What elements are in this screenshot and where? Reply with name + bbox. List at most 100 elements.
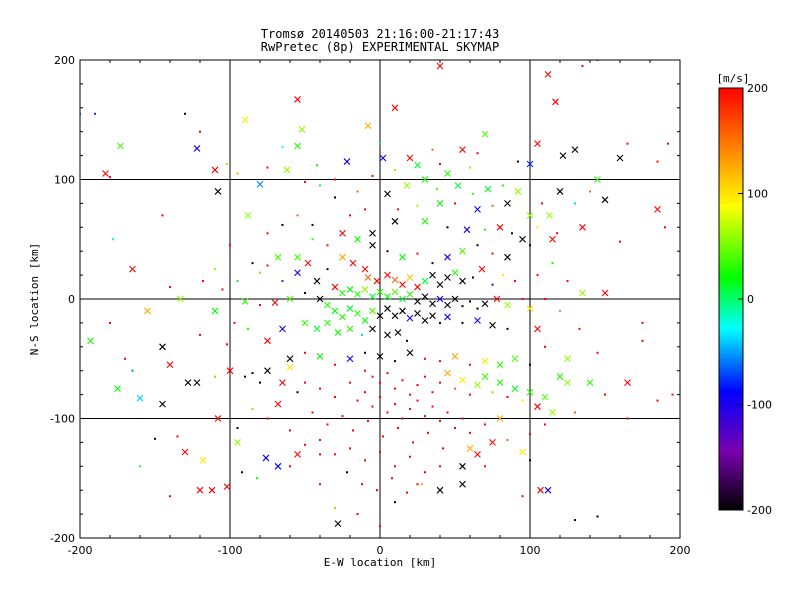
data-point-cross <box>436 200 444 207</box>
data-point-dot <box>319 453 321 456</box>
data-point-dot <box>364 351 366 354</box>
data-point-cross <box>454 182 462 189</box>
data-point-cross <box>537 486 544 494</box>
data-point-dot <box>424 357 426 360</box>
grid-lines <box>80 60 680 538</box>
data-point-dot <box>544 423 546 426</box>
x-tick-label: 100 <box>520 544 541 557</box>
data-point-dot <box>476 152 479 155</box>
colorbar-tick-label: 100 <box>747 188 768 201</box>
data-point-dot <box>431 405 434 408</box>
data-point-cross <box>373 277 381 285</box>
data-point-cross <box>474 450 481 458</box>
data-point-cross <box>334 329 342 336</box>
data-point-dot <box>394 168 396 171</box>
data-point-dot <box>409 455 411 458</box>
data-point-dot <box>364 208 366 211</box>
data-point-dot <box>304 381 306 384</box>
data-point-cross <box>346 325 354 333</box>
data-point-dot <box>476 307 479 310</box>
data-point-cross <box>298 125 306 133</box>
data-point-cross <box>414 161 421 169</box>
data-point-cross <box>369 241 376 249</box>
data-point-dot <box>376 489 378 492</box>
data-point-cross <box>279 379 286 387</box>
data-point-cross <box>579 223 586 231</box>
data-point-cross <box>361 317 369 324</box>
data-point-cross <box>313 277 321 285</box>
data-point-dot <box>241 471 243 474</box>
data-point-dot <box>334 196 336 199</box>
data-point-dot <box>229 244 231 247</box>
data-point-cross <box>391 276 399 284</box>
data-point-dot <box>334 178 336 181</box>
data-point-dot <box>412 441 414 444</box>
data-point-dot <box>491 391 494 394</box>
data-point-dot <box>416 252 419 255</box>
data-point-dot <box>559 309 561 312</box>
data-point-dot <box>506 439 509 442</box>
data-point-dot <box>349 381 351 384</box>
data-point-dot <box>469 431 471 434</box>
data-point-dot <box>536 226 539 229</box>
data-point-cross <box>474 381 481 389</box>
data-point-dot <box>491 204 494 207</box>
data-point-dot <box>406 491 408 494</box>
data-point-dot <box>371 405 374 408</box>
data-point-dot <box>334 453 336 456</box>
data-point-cross <box>364 122 372 130</box>
data-point-cross <box>274 253 282 261</box>
data-point-dot <box>439 419 441 422</box>
data-point-dot <box>469 166 471 169</box>
data-point-cross <box>451 295 459 303</box>
data-point-dot <box>461 417 464 420</box>
data-point-cross <box>399 307 406 315</box>
data-point-cross <box>526 305 534 312</box>
data-point-cross <box>301 319 309 327</box>
data-point-dot <box>619 240 621 243</box>
data-point-dot <box>316 164 318 167</box>
data-point-dot <box>367 419 369 422</box>
data-point-dot <box>517 160 519 163</box>
data-point-dot <box>199 130 201 133</box>
data-point-cross <box>444 253 451 261</box>
data-point-dot <box>319 483 321 486</box>
data-point-dot <box>94 112 96 115</box>
data-point-dot <box>397 208 399 211</box>
data-point-dot <box>626 142 629 145</box>
data-point-dot <box>259 381 261 384</box>
data-point-dot <box>379 450 381 453</box>
data-point-cross <box>102 170 109 177</box>
data-point-dot <box>664 226 666 229</box>
data-point-dot <box>578 327 581 330</box>
data-point-cross <box>474 205 481 213</box>
data-point-dot <box>409 393 411 396</box>
data-point-dot <box>131 369 134 372</box>
data-point-cross <box>264 367 271 375</box>
data-point-dot <box>364 369 366 372</box>
chart-title: Tromsø 20140503 21:16:00-21:17:43 <box>260 27 500 41</box>
data-point-dot <box>371 174 374 177</box>
data-point-cross <box>196 486 204 494</box>
data-point-dot <box>431 148 434 151</box>
data-point-dot <box>541 202 543 205</box>
colorbar-unit-label: [m/s] <box>716 72 749 85</box>
data-point-dot <box>259 303 261 306</box>
data-point-dot <box>641 339 644 342</box>
data-point-dot <box>502 274 504 277</box>
data-point-dot <box>656 160 659 163</box>
data-point-dot <box>334 507 336 510</box>
data-point-cross <box>406 314 414 322</box>
data-point-cross <box>159 343 166 351</box>
data-point-dot <box>551 262 554 265</box>
data-point-cross <box>406 154 414 162</box>
data-point-cross <box>384 305 391 312</box>
data-point-cross <box>279 325 286 333</box>
data-point-dot <box>589 190 591 193</box>
data-point-cross <box>496 379 504 387</box>
data-point-dot <box>514 280 516 283</box>
data-point-dot <box>439 321 441 324</box>
data-point-dot <box>506 327 509 330</box>
data-point-cross <box>496 223 504 231</box>
data-point-cross <box>421 317 429 324</box>
